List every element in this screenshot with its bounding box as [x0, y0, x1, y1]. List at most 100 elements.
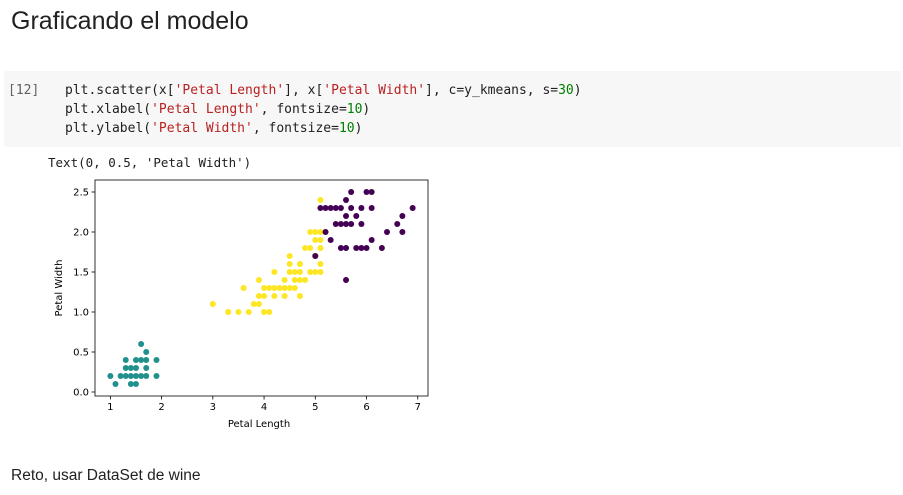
scatter-point	[112, 381, 119, 387]
scatter-point	[138, 357, 145, 363]
markdown-paragraph: Reto, usar DataSet de wine	[11, 467, 201, 484]
scatter-point	[368, 237, 375, 243]
scatter-point	[296, 277, 303, 283]
scatter-point	[343, 197, 350, 203]
scatter-point	[312, 237, 319, 243]
scatter-point	[132, 381, 139, 387]
code-number-token: 10	[346, 102, 363, 117]
code-token: ], x[	[284, 83, 324, 98]
scatter-point	[132, 365, 139, 371]
code-line: plt.scatter(x['Petal Length'], x['Petal …	[65, 81, 582, 100]
scatter-point	[225, 309, 232, 315]
scatter-point	[363, 189, 370, 195]
scatter-point	[296, 269, 303, 275]
scatter-point	[378, 245, 385, 251]
scatter-point	[245, 309, 252, 315]
scatter-point	[143, 365, 150, 371]
scatter-point	[117, 373, 124, 379]
scatter-point	[353, 213, 360, 219]
scatter-point	[240, 285, 247, 291]
code-token: )	[573, 83, 582, 98]
code-token: )	[362, 102, 371, 117]
scatter-point	[281, 285, 288, 291]
y-tick-label: 2.5	[73, 188, 89, 199]
x-tick-label: 3	[210, 402, 216, 413]
x-tick-label: 6	[363, 402, 369, 413]
scatter-point	[302, 277, 309, 283]
y-tick-label: 1.5	[73, 268, 89, 279]
scatter-point	[348, 205, 355, 211]
scatter-point	[302, 245, 309, 251]
y-axis-label: Petal Width	[54, 260, 65, 317]
x-tick-label: 7	[415, 402, 421, 413]
code-number-token: 10	[338, 121, 355, 136]
scatter-point	[312, 269, 319, 275]
scatter-point	[358, 205, 365, 211]
scatter-point	[358, 221, 365, 227]
scatter-point	[286, 269, 293, 275]
scatter-point	[384, 229, 391, 235]
scatter-point	[255, 277, 262, 283]
scatter-point	[281, 277, 288, 283]
scatter-point	[368, 205, 375, 211]
scatter-point	[138, 341, 145, 347]
scatter-point	[261, 293, 268, 299]
code-token: )	[354, 121, 363, 136]
scatter-point	[291, 269, 298, 275]
code-number-token: 30	[558, 83, 574, 98]
scatter-point	[337, 205, 344, 211]
scatter-point	[353, 245, 360, 251]
scatter-point	[312, 253, 319, 259]
scatter-point	[261, 285, 268, 291]
cell-output-text: Text(0, 0.5, 'Petal Width')	[48, 155, 252, 170]
scatter-point	[143, 373, 150, 379]
x-tick-label: 4	[261, 402, 267, 413]
y-tick-label: 0.0	[73, 388, 89, 399]
scatter-point	[127, 365, 134, 371]
code-string-token: 'Petal Width'	[151, 121, 253, 136]
scatter-point	[255, 293, 262, 299]
scatter-point	[394, 221, 401, 227]
scatter-point	[209, 301, 216, 307]
scatter-point	[343, 213, 350, 219]
scatter-point	[409, 205, 416, 211]
code-token: plt.scatter(x[	[65, 83, 175, 98]
scatter-point	[317, 245, 324, 251]
scatter-point	[343, 245, 350, 251]
scatter-point	[127, 373, 134, 379]
scatter-point	[343, 277, 350, 283]
scatter-point	[291, 285, 298, 291]
code-token: plt.ylabel(	[65, 121, 152, 136]
scatter-point	[271, 269, 278, 275]
scatter-point	[286, 253, 293, 259]
x-axis-label: Petal Length	[228, 419, 290, 430]
scatter-point	[132, 357, 139, 363]
scatter-point	[107, 373, 114, 379]
scatter-point	[296, 261, 303, 267]
scatter-point	[286, 285, 293, 291]
code-line: plt.xlabel('Petal Length', fontsize=10)	[65, 100, 582, 119]
scatter-point	[317, 197, 324, 203]
scatter-point	[271, 293, 278, 299]
scatter-point	[317, 261, 324, 267]
scatter-plot: 1 2 3 4 5 6 7 0.0 0.5 1.0 1.5 2.0 2.5 Petal Length P…	[54, 179, 429, 430]
axes: 1 2 3 4 5 6 7 0.0 0.5 1.0 1.5 2.0 2.5	[73, 188, 421, 414]
scatter-point	[286, 261, 293, 267]
plot-frame	[94, 179, 429, 397]
code-string-token: 'Petal Width'	[323, 83, 426, 98]
scatter-point	[317, 237, 324, 243]
scatter-point	[399, 229, 406, 235]
scatter-point	[276, 285, 283, 291]
code-cell[interactable]: [12] plt.scatter(x['Petal Length'], x['P…	[4, 71, 901, 147]
scatter-point	[122, 357, 129, 363]
y-tick-label: 1.0	[73, 308, 89, 319]
code-editor[interactable]: plt.scatter(x['Petal Length'], x['Petal …	[65, 81, 582, 138]
code-token: plt.xlabel(	[65, 102, 152, 117]
code-line: plt.ylabel('Petal Width', fontsize=10)	[65, 119, 582, 138]
scatter-point	[281, 293, 288, 299]
y-tick-label: 2.0	[73, 228, 89, 239]
scatter-point	[307, 229, 314, 235]
scatter-point	[127, 381, 134, 387]
scatter-point	[143, 357, 150, 363]
section-heading: Graficando el modelo	[11, 7, 249, 35]
